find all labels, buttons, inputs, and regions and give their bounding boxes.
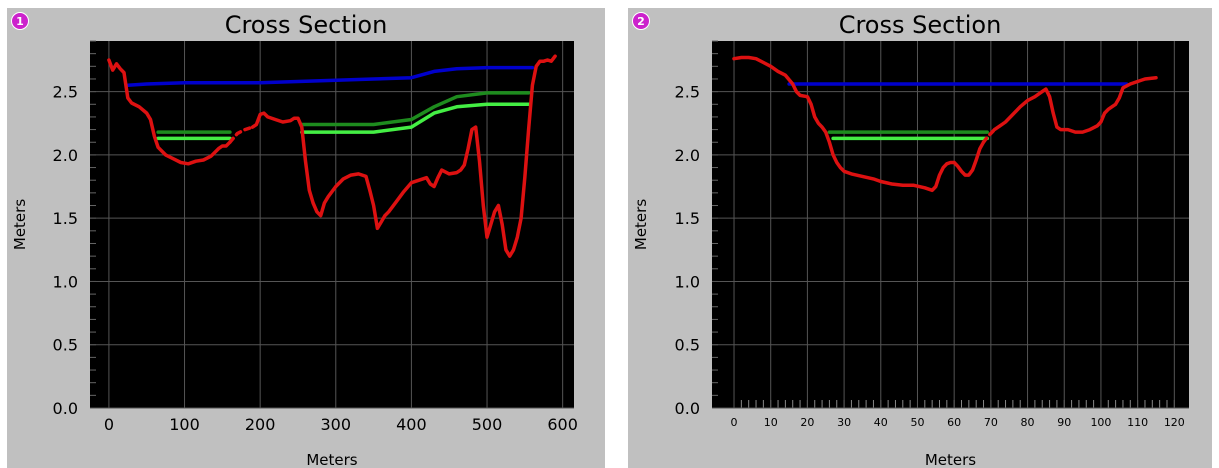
cross-section-chart-2: Cross Section 0 10 20 30 40 50 60 70 80 90 100 110 12… bbox=[632, 11, 1189, 468]
y-tick-label: 2.5 bbox=[53, 83, 78, 102]
x-tick-label: 300 bbox=[321, 415, 352, 434]
x-axis-label: Meters bbox=[306, 451, 357, 468]
y-axis-label: Meters bbox=[11, 199, 29, 250]
x-tick-label: 100 bbox=[169, 415, 200, 434]
x-axis-label: Meters bbox=[925, 451, 976, 468]
y-tick-label: 0.5 bbox=[53, 336, 78, 355]
y-tick-label: 0.0 bbox=[53, 399, 78, 418]
series-line-3 bbox=[300, 91, 531, 127]
series-line-6 bbox=[107, 58, 232, 166]
x-tick-label: 0 bbox=[104, 415, 114, 434]
y-tick-label: 0.0 bbox=[675, 399, 700, 418]
x-tick-label: 80 bbox=[1021, 416, 1035, 429]
x-tick-label: 100 bbox=[1090, 416, 1111, 429]
series-line-6 bbox=[992, 75, 1158, 134]
chart-number-badge: 1 bbox=[11, 12, 29, 30]
x-tick-label: 200 bbox=[245, 415, 276, 434]
y-tick-label: 1.5 bbox=[675, 209, 700, 228]
chart-panel-2: 2 Cross Section 0 10 20 30 40 50 60 70 80 90 100 110… bbox=[628, 8, 1212, 468]
x-tick-label: 30 bbox=[837, 416, 851, 429]
y-tick-label: 0.5 bbox=[675, 336, 700, 355]
x-tick-label: 500 bbox=[472, 415, 503, 434]
plot-area bbox=[712, 41, 1189, 408]
x-tick-label: 110 bbox=[1127, 416, 1148, 429]
cross-section-chart-1: Cross Section 0 100 200 300 400 500 600 0.0 0.5 1.… bbox=[11, 11, 578, 468]
x-tick-label: 120 bbox=[1164, 416, 1185, 429]
chart-title: Cross Section bbox=[839, 11, 1002, 39]
y-axis-label: Meters bbox=[632, 199, 650, 250]
y-tick-label: 1.5 bbox=[53, 209, 78, 228]
series-line-5 bbox=[300, 102, 531, 134]
x-tick-label: 10 bbox=[764, 416, 778, 429]
plot-area bbox=[90, 41, 574, 408]
y-tick-label: 2.0 bbox=[675, 146, 700, 165]
y-tick-label: 1.0 bbox=[675, 272, 700, 291]
x-tick-label: 600 bbox=[547, 415, 578, 434]
y-tick-label: 2.5 bbox=[675, 83, 700, 102]
series-line-8 bbox=[250, 54, 557, 258]
series-line-1 bbox=[126, 65, 535, 88]
chart-title: Cross Section bbox=[225, 11, 388, 39]
series-line-4 bbox=[732, 55, 986, 193]
chart-panel-1: 1 Cross Section 0 100 200 300 400 500 600 0.0 0.5… bbox=[7, 8, 605, 468]
x-tick-label: 70 bbox=[984, 416, 998, 429]
x-tick-label: 60 bbox=[947, 416, 961, 429]
series-line-7 bbox=[228, 125, 255, 144]
x-tick-label: 90 bbox=[1057, 416, 1071, 429]
series-line-5 bbox=[981, 127, 997, 144]
chart-number-badge: 2 bbox=[632, 12, 650, 30]
y-tick-label: 2.0 bbox=[53, 146, 78, 165]
x-tick-label: 0 bbox=[731, 416, 738, 429]
x-tick-label: 400 bbox=[396, 415, 427, 434]
x-tick-label: 20 bbox=[800, 416, 814, 429]
x-tick-label: 50 bbox=[910, 416, 924, 429]
x-tick-label: 40 bbox=[874, 416, 888, 429]
y-tick-label: 1.0 bbox=[53, 272, 78, 291]
